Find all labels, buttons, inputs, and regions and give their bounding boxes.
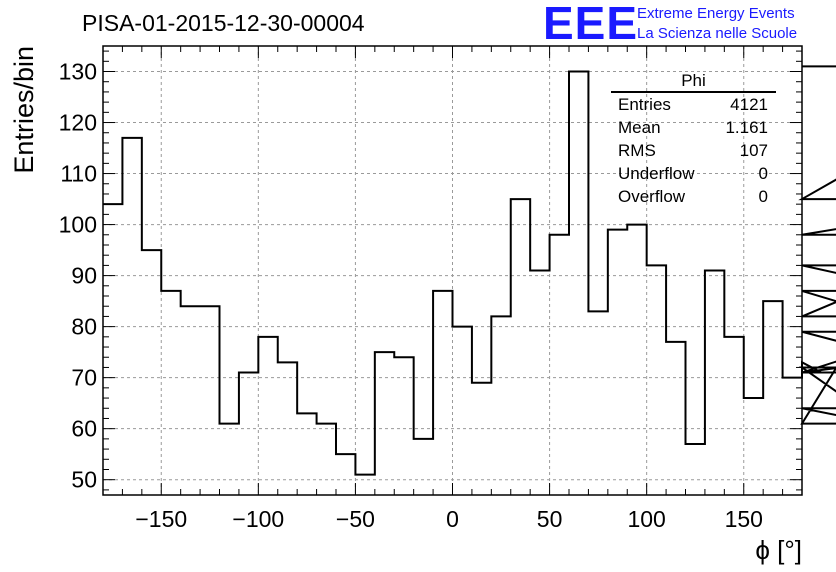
- x-tick-label: −50: [336, 506, 375, 532]
- histogram-bin: [181, 306, 200, 495]
- stats-label: Entries: [618, 95, 671, 114]
- x-tick-label: 0: [446, 506, 459, 532]
- stats-row: Entries 4121: [611, 93, 776, 116]
- histogram-bin: [491, 316, 510, 495]
- histogram-bin: [200, 306, 219, 495]
- x-tick-label: −100: [232, 506, 284, 532]
- x-tick-label: 150: [725, 506, 763, 532]
- histogram-bin: [103, 204, 122, 495]
- histogram-bin: [297, 413, 316, 495]
- stats-value: 4121: [730, 95, 768, 114]
- histogram-bin: [336, 454, 355, 495]
- y-axis-label: Entries/bin: [9, 46, 39, 174]
- x-tick-label: 50: [537, 506, 563, 532]
- y-tick-label: 120: [59, 110, 97, 136]
- histogram-bin: [763, 301, 782, 495]
- histogram-bin: [550, 235, 569, 495]
- y-tick-label: 60: [71, 416, 97, 442]
- x-tick-label: −150: [135, 506, 187, 532]
- histogram-bin: [744, 398, 763, 495]
- histogram-bin: [569, 72, 588, 495]
- stats-box-title: Phi: [611, 70, 776, 93]
- eee-logo: EEE: [543, 0, 639, 49]
- stats-value: 1.161: [725, 118, 768, 137]
- stats-label: Overflow: [618, 187, 686, 206]
- histogram-bin: [627, 225, 646, 495]
- histogram-bin: [530, 271, 549, 496]
- histogram-bin: [394, 357, 413, 495]
- histogram-bin: [686, 444, 705, 495]
- histogram-bin: [220, 424, 239, 495]
- stats-label: RMS: [618, 141, 656, 160]
- histogram-bin: [724, 337, 743, 495]
- stats-box: Phi Entries 4121 Mean 1.161 RMS 107 Unde…: [611, 70, 776, 208]
- histogram-bin: [142, 250, 161, 495]
- stats-row: Overflow 0: [611, 185, 776, 208]
- histogram-bin: [453, 327, 472, 495]
- histogram-bin: [608, 230, 627, 495]
- stats-label: Mean: [618, 118, 661, 137]
- histogram-bin: [375, 352, 394, 495]
- histogram-bin: [433, 291, 452, 495]
- stats-row: Underflow 0: [611, 162, 776, 185]
- histogram-bin: [666, 342, 685, 495]
- logo-caption-line1: Extreme Energy Events: [637, 5, 795, 22]
- stats-value: 0: [758, 187, 768, 206]
- plot-frame: [102, 45, 803, 496]
- histogram-bin: [472, 383, 491, 495]
- stats-value: 0: [758, 164, 768, 183]
- y-tick-label: 100: [59, 212, 97, 238]
- y-tick-label: 130: [59, 59, 97, 85]
- x-tick-label: 100: [627, 506, 665, 532]
- stats-row: RMS 107: [611, 139, 776, 162]
- histogram-bin: [278, 362, 297, 495]
- histogram-bin: [317, 424, 336, 495]
- stats-value: 107: [739, 141, 768, 160]
- histogram-bin: [588, 311, 607, 495]
- histogram-bin: [122, 138, 141, 495]
- histogram-bin: [705, 271, 724, 496]
- y-tick-label: 70: [71, 365, 97, 391]
- logo-caption-line2: La Scienza nelle Scuole: [637, 25, 798, 42]
- x-axis-label: ϕ [°]: [755, 535, 802, 565]
- histogram-bin: [511, 199, 530, 495]
- histogram-bin: [161, 291, 180, 495]
- logo-caption: Extreme Energy Events La Scienza nelle S…: [637, 4, 797, 44]
- y-tick-label: 90: [71, 263, 97, 289]
- stats-row: Mean 1.161: [611, 116, 776, 139]
- histogram-bin: [258, 337, 277, 495]
- chart-title: PISA-01-2015-12-30-00004: [82, 10, 365, 36]
- histogram-bin: [647, 265, 666, 495]
- histogram-series: [103, 65, 836, 476]
- y-tick-label: 80: [71, 314, 97, 340]
- histogram-bin: [783, 378, 802, 495]
- histogram-bin: [239, 373, 258, 495]
- y-tick-label: 110: [60, 161, 97, 187]
- stats-label: Underflow: [618, 164, 695, 183]
- y-tick-label: 50: [71, 467, 97, 493]
- histogram-bin: [414, 439, 433, 495]
- histogram-bin: [355, 475, 374, 495]
